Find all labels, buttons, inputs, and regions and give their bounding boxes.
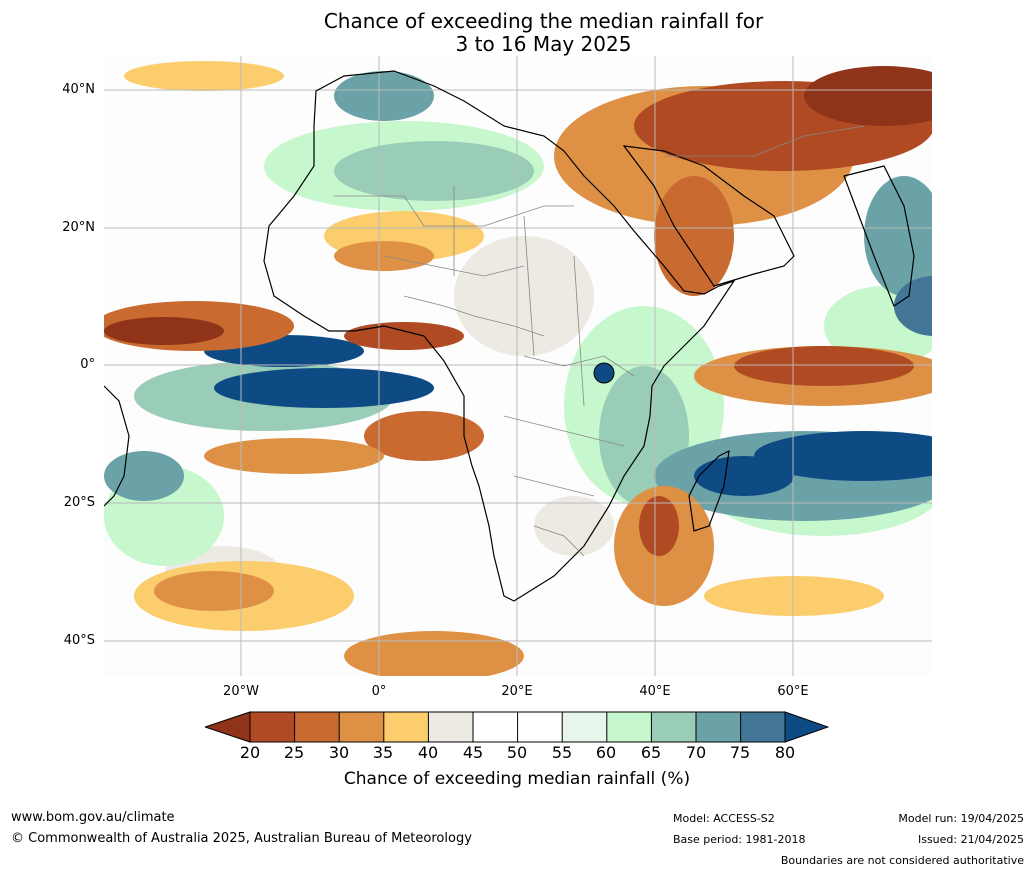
title-line-2: 3 to 16 May 2025	[455, 32, 632, 56]
colorbar-bin	[294, 712, 340, 742]
wet-band	[754, 431, 932, 481]
wet-band	[214, 368, 434, 408]
dry-patch	[154, 571, 274, 611]
graticule	[104, 56, 932, 676]
colorbar	[205, 711, 829, 743]
arabia-coastline	[622, 145, 795, 287]
colorbar-tick: 55	[551, 743, 573, 762]
colorbar-min-arrow	[205, 711, 251, 743]
africa-coastline	[263, 70, 736, 602]
rainfall-map	[104, 56, 932, 676]
wet-patch	[864, 176, 932, 296]
colorbar-tick: 25	[283, 743, 305, 762]
base-period: Base period: 1981-2018	[673, 833, 806, 846]
colorbar-bin	[428, 712, 473, 742]
chart-title: Chance of exceeding the median rainfall …	[0, 10, 1035, 56]
colorbar-tick: 70	[685, 743, 707, 762]
dry-patch	[364, 411, 484, 461]
map-svg	[104, 56, 932, 676]
south-america-coastline	[104, 385, 130, 507]
lat-label-40n: 40°N	[62, 82, 95, 97]
madagascar-coastline	[688, 449, 730, 532]
dry-patch	[454, 236, 594, 356]
lon-label-0: 0°	[371, 684, 387, 699]
wet-patch	[334, 71, 434, 121]
dry-patch	[344, 631, 524, 676]
dry-patch	[344, 322, 464, 350]
india-coastline	[843, 165, 915, 307]
colorbar-bin	[606, 712, 652, 742]
colorbar-tick: 80	[774, 743, 796, 762]
boundaries-disclaimer: Boundaries are not considered authoritat…	[780, 854, 1024, 867]
colorbar-max-arrow	[784, 711, 829, 743]
colorbar-bin	[473, 712, 518, 742]
wet-patch	[334, 141, 534, 201]
dry-patch	[734, 346, 914, 386]
wet-band	[694, 456, 794, 496]
model-run-date: Model run: 19/04/2025	[898, 812, 1024, 825]
country-borders	[334, 125, 865, 557]
copyright-text: © Commonwealth of Australia 2025, Austra…	[11, 831, 472, 846]
lon-label-40e: 40°E	[639, 684, 671, 699]
colorbar-bin	[517, 712, 563, 742]
issued-date: Issued: 21/04/2025	[917, 833, 1024, 846]
dry-patch	[654, 176, 734, 296]
dry-patch	[124, 61, 284, 91]
colorbar-tick: 30	[328, 743, 350, 762]
colorbar-tick: 40	[417, 743, 439, 762]
dry-patch	[639, 496, 679, 556]
colorbar-tick: 60	[595, 743, 617, 762]
colorbar-tick: 35	[372, 743, 394, 762]
colorbar-label: Chance of exceeding median rainfall (%)	[343, 769, 691, 789]
wet-patch	[104, 451, 184, 501]
colorbar-bin	[696, 712, 741, 742]
dry-patch	[704, 576, 884, 616]
title-line-1: Chance of exceeding the median rainfall …	[323, 9, 764, 33]
colorbar-tick: 65	[640, 743, 662, 762]
dry-patch	[204, 438, 384, 474]
lake-victoria	[593, 362, 615, 384]
colorbar-bin	[562, 712, 607, 742]
model-name: Model: ACCESS-S2	[673, 812, 775, 825]
wet-patch	[894, 276, 932, 336]
colorbar-dividers	[294, 712, 742, 742]
colorbar-bin	[250, 712, 295, 742]
colorbar-bin	[383, 712, 429, 742]
lat-label-40s: 40°S	[63, 633, 95, 648]
lat-label-0: 0°	[80, 357, 95, 372]
website-link[interactable]: www.bom.gov.au/climate	[11, 810, 175, 825]
colorbar-bin	[740, 712, 785, 742]
lat-label-20s: 20°S	[63, 495, 95, 510]
lon-label-20e: 20°E	[501, 684, 533, 699]
colorbar-tick: 20	[239, 743, 261, 762]
colorbar-bin	[651, 712, 696, 742]
colorbar-tick: 50	[506, 743, 528, 762]
lat-label-20n: 20°N	[62, 220, 95, 235]
lon-label-20w: 20°W	[223, 684, 259, 699]
lon-label-60e: 60°E	[777, 684, 809, 699]
colorbar-bin	[339, 712, 384, 742]
colorbar-tick: 75	[729, 743, 751, 762]
dry-patch	[804, 66, 932, 126]
dry-patch	[534, 496, 614, 556]
dry-patch	[104, 317, 224, 345]
colorbar-tick: 45	[462, 743, 484, 762]
